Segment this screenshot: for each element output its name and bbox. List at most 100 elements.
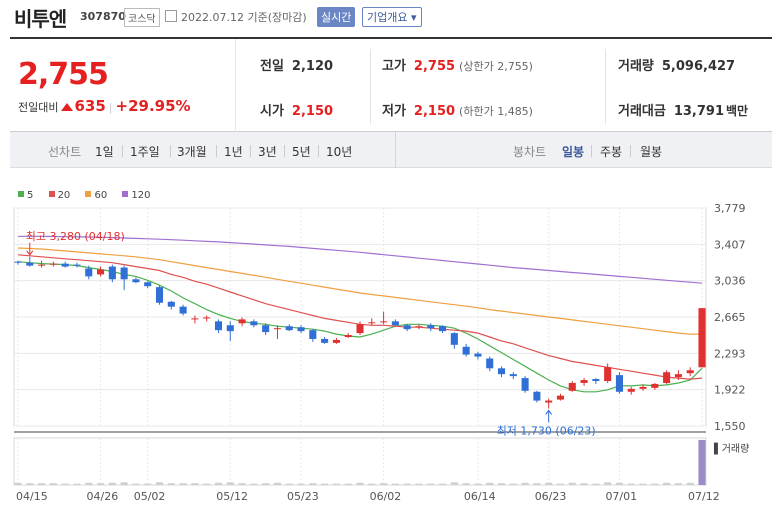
candle-body: [191, 318, 199, 320]
legend-label: 60: [94, 190, 108, 201]
amount-value: 13,791: [673, 104, 725, 119]
y-tick-label: 1,550: [714, 420, 746, 433]
candle-body: [226, 325, 234, 332]
change-percent: +29.95%: [115, 97, 191, 115]
volume-label: ▌거래량: [713, 442, 749, 455]
period-3y[interactable]: 3년: [258, 145, 277, 159]
volume-bar: [332, 483, 340, 485]
y-tick-label: 2,665: [714, 311, 746, 324]
volume-bar: [167, 483, 175, 485]
prev-close: 전일 2,120: [260, 55, 333, 74]
stock-code: 307870: [80, 10, 126, 23]
toolbar-separator: [122, 145, 123, 157]
y-tick-label: 2,293: [714, 347, 746, 360]
candle-chart-label: 봉차트: [513, 145, 547, 159]
period-5y[interactable]: 5년: [292, 145, 311, 159]
candle-body: [368, 322, 376, 324]
legend-ma120: 120: [122, 190, 151, 201]
candle-body: [167, 301, 175, 307]
volume-bar: [450, 482, 458, 485]
volume-bar: [403, 483, 411, 485]
candle-monthly[interactable]: 월봉: [640, 145, 663, 159]
stock-header: 비투엔 307870 코스닥 2022.07.12 기준(장마감) 실시간 기업…: [0, 0, 772, 34]
volume-bar: [592, 483, 600, 485]
legend-label: 20: [57, 190, 71, 201]
volume-bar: [580, 483, 588, 485]
candle-body: [674, 374, 682, 378]
low-annotation: 최저 1,730 (06/23): [497, 424, 596, 437]
chart-legend: 5 20 60 120: [18, 190, 163, 201]
divider: [605, 49, 606, 124]
ma-line-120: [18, 235, 703, 284]
prev-close-value: 2,120: [291, 59, 334, 74]
volume-bar: [214, 482, 223, 485]
candle-body: [486, 358, 494, 369]
candle-body: [450, 333, 458, 345]
toolbar-divider: [395, 132, 396, 168]
period-10y[interactable]: 10년: [326, 145, 353, 159]
volume-bar: [262, 483, 270, 485]
volume-bar: [651, 483, 659, 485]
candle-weekly[interactable]: 주봉: [600, 145, 623, 159]
candle-body: [592, 379, 600, 382]
volume-bar: [297, 483, 305, 485]
x-tick-label: 05/12: [216, 490, 248, 503]
candle-body: [108, 266, 116, 280]
trade-amount: 거래대금 13,791 백만: [618, 100, 748, 119]
candle-body: [474, 353, 482, 357]
x-tick-label: 06/23: [535, 490, 567, 503]
toolbar-separator: [630, 145, 631, 157]
toolbar-separator: [318, 145, 319, 157]
x-tick-label: 06/02: [370, 490, 402, 503]
legend-label: 5: [27, 190, 34, 201]
high-value: 2,755: [413, 59, 456, 74]
realtime-button[interactable]: 실시간: [317, 7, 356, 27]
volume-bar: [191, 483, 199, 485]
amount-unit: 백만: [726, 104, 749, 118]
candle-body: [497, 368, 506, 375]
period-1d[interactable]: 1일: [95, 145, 114, 159]
volume-bar: [427, 483, 435, 485]
volume: 거래량 5,096,427: [618, 55, 735, 74]
toolbar-separator: [591, 145, 592, 157]
legend-ma20: 20: [48, 190, 71, 201]
period-1y[interactable]: 1년: [224, 145, 243, 159]
candle-body: [14, 261, 22, 263]
volume-bar: [309, 483, 317, 485]
volume-bar: [627, 483, 635, 485]
volume-bar: [144, 483, 152, 485]
volume-bar: [250, 483, 258, 485]
volume-bar: [97, 483, 105, 485]
period-1w[interactable]: 1주일: [130, 145, 160, 159]
candle-body: [203, 317, 211, 319]
volume-bar: [663, 482, 671, 485]
prev-close-label: 전일: [260, 59, 284, 74]
amount-label: 거래대금: [618, 104, 666, 119]
volume-bar: [285, 483, 293, 485]
candle-body: [462, 346, 470, 355]
candle-body: [155, 287, 164, 303]
candle-body: [97, 269, 105, 275]
x-tick-label: 04/15: [16, 490, 48, 503]
x-tick-label: 06/14: [464, 490, 496, 503]
quote-summary: 2,755 전일대비 635 | +29.95% 전일 2,120 시가 2,150 고가…: [10, 37, 772, 134]
candle-body: [273, 328, 281, 330]
candle-body: [580, 380, 588, 383]
volume-bar: [462, 483, 470, 485]
upper-limit: (상한가 2,755): [459, 60, 533, 73]
high-arrow-head: [26, 250, 34, 256]
volume-bar: [639, 483, 647, 485]
volume-bar: [14, 482, 22, 485]
volume-bar: [604, 482, 612, 485]
volume-bar: [545, 482, 553, 485]
volume-bar: [415, 483, 423, 485]
candle-daily[interactable]: 일봉: [562, 145, 585, 159]
volume-bar: [179, 483, 187, 485]
candle-body: [509, 374, 517, 377]
toolbar-separator: [284, 145, 285, 157]
candle-body: [38, 264, 46, 266]
period-3m[interactable]: 3개월: [177, 145, 207, 159]
volume-bar: [85, 482, 93, 485]
candle-body: [250, 321, 258, 326]
company-overview-button[interactable]: 기업개요 ▾: [362, 7, 422, 27]
